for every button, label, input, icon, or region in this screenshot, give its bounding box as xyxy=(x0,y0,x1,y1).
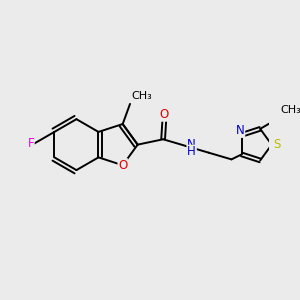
Text: O: O xyxy=(160,108,169,121)
Text: S: S xyxy=(273,138,280,151)
Text: O: O xyxy=(118,159,127,172)
Text: CH₃: CH₃ xyxy=(131,91,152,101)
Text: F: F xyxy=(28,137,34,151)
Text: N: N xyxy=(187,138,196,151)
Text: N: N xyxy=(236,124,244,137)
Text: H: H xyxy=(187,146,196,158)
Text: CH₃: CH₃ xyxy=(280,105,300,116)
